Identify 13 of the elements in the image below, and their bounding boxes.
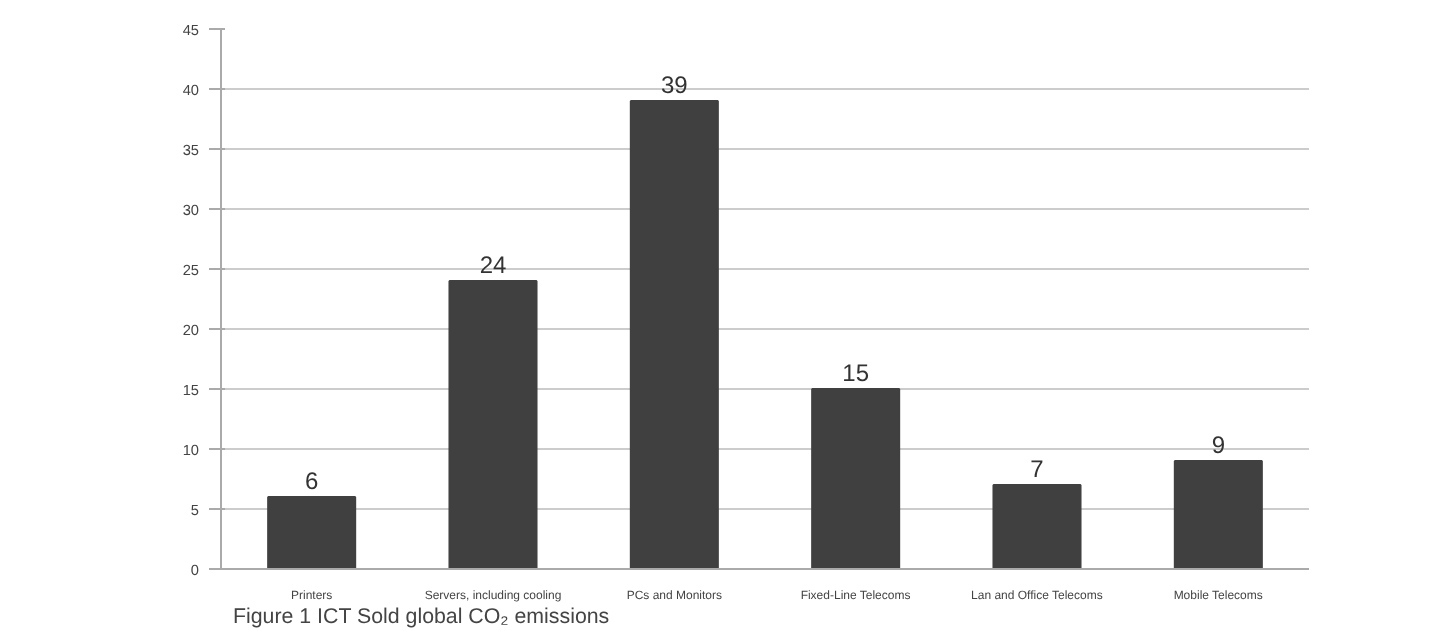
data-label: 39: [660, 71, 689, 99]
bar: [629, 100, 719, 569]
bar: [1173, 460, 1263, 569]
data-label: 9: [1211, 431, 1226, 459]
data-label: 24: [479, 251, 507, 279]
caption: Figure 1 ICT Sold global CO₂ emissions: [233, 605, 610, 629]
bar: [811, 388, 901, 569]
data-label: 7: [1030, 455, 1045, 483]
bar: [448, 280, 538, 569]
bar: [992, 484, 1082, 569]
data-label: 15: [842, 359, 870, 387]
data-label: 6: [304, 467, 319, 495]
bar: [267, 496, 357, 569]
